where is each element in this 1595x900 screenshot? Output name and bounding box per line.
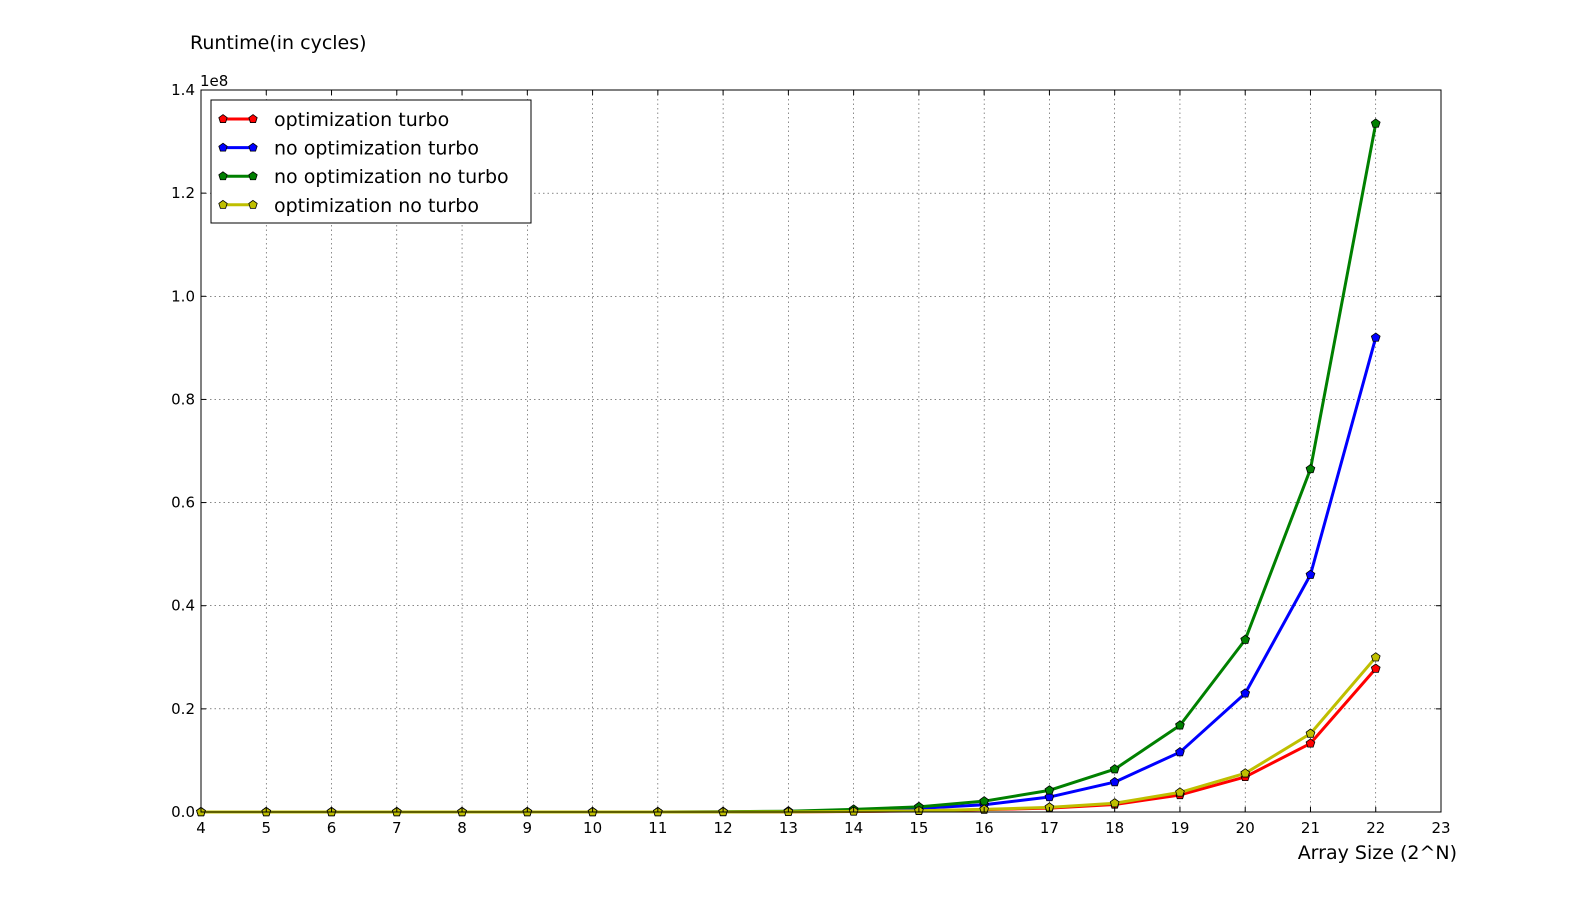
legend-marker (248, 142, 258, 152)
data-point (1305, 569, 1316, 579)
data-point (1370, 663, 1381, 673)
x-tick-label: 21 (1301, 819, 1320, 837)
x-tick-label: 16 (975, 819, 994, 837)
legend-entry-optimization-no-turbo: optimization no turbo (218, 195, 479, 217)
x-tick-label: 15 (909, 819, 928, 837)
data-point (1240, 688, 1251, 698)
x-axis-title: Array Size (2^N) (1298, 842, 1457, 864)
y-tick-label: 1.2 (171, 184, 195, 202)
x-tick-label: 13 (779, 819, 798, 837)
x-tick-label: 5 (261, 819, 271, 837)
data-point (1175, 747, 1185, 757)
legend-marker (218, 142, 228, 152)
plot-frame (200, 89, 1442, 813)
y-tick-label: 0.6 (171, 494, 195, 512)
data-point (1305, 728, 1316, 738)
data-point (1109, 798, 1120, 808)
data-point (1370, 332, 1381, 342)
x-tick-label: 10 (583, 819, 602, 837)
x-tick-label: 22 (1366, 819, 1385, 837)
data-point (1109, 764, 1120, 774)
x-tick-label: 20 (1236, 819, 1255, 837)
legend-label: no optimization turbo (274, 138, 479, 160)
data-point (1044, 785, 1055, 795)
legend-label: no optimization no turbo (274, 166, 509, 188)
x-tick-label: 6 (327, 819, 337, 837)
data-point (1240, 634, 1251, 644)
data-point (1240, 768, 1251, 778)
legend-marker (248, 114, 258, 123)
data-point (1305, 738, 1316, 748)
y-tick-label: 0.2 (171, 700, 195, 718)
legend: optimization turbo no optimization turbo n… (210, 99, 532, 224)
legend-entry-no-optimization-turbo: no optimization turbo (218, 138, 479, 160)
data-point (1305, 463, 1316, 474)
x-tick-label: 18 (1105, 819, 1124, 837)
y-offset-label: 1e8 (200, 72, 228, 90)
legend-marker (218, 171, 228, 181)
y-tick-label: 1.0 (171, 287, 195, 305)
y-tick-label: 0.8 (171, 390, 195, 408)
legend-label: optimization no turbo (274, 195, 479, 217)
x-tick-label: 8 (457, 819, 467, 837)
legend-entry-no-optimization-no-turbo: no optimization no turbo (218, 166, 509, 188)
y-tick-label: 0.0 (171, 803, 195, 821)
legend-entry-optimization-turbo: optimization turbo (218, 109, 449, 131)
legend-label: optimization turbo (274, 109, 449, 131)
legend-box (210, 99, 532, 224)
data-point (1109, 776, 1120, 787)
x-tick-label: 23 (1431, 819, 1450, 837)
legend-marker (218, 114, 228, 123)
ticks: 4 5 6 7 8 9 10 11 12 13 14 15 16 17 18 19 20 21 22 23 0.0 0.2… (171, 81, 1450, 837)
legend-marker (248, 199, 258, 209)
data-point (1370, 652, 1381, 662)
data-point (1175, 787, 1185, 797)
x-tick-label: 11 (648, 819, 667, 837)
x-tick-label: 7 (392, 819, 402, 837)
x-tick-label: 19 (1170, 819, 1189, 837)
data-point (1370, 118, 1381, 128)
x-tick-label: 9 (523, 819, 533, 837)
x-tick-label: 12 (714, 819, 733, 837)
y-tick-label: 0.4 (171, 597, 195, 615)
legend-marker (248, 171, 258, 181)
x-tick-label: 4 (196, 819, 206, 837)
x-tick-label: 17 (1040, 819, 1059, 837)
y-axis-title: Runtime(in cycles) (190, 32, 367, 54)
data-point (1175, 720, 1185, 730)
x-tick-label: 14 (844, 819, 863, 837)
legend-marker (218, 199, 228, 209)
data-point (1044, 791, 1055, 802)
y-tick-label: 1.4 (171, 81, 195, 99)
